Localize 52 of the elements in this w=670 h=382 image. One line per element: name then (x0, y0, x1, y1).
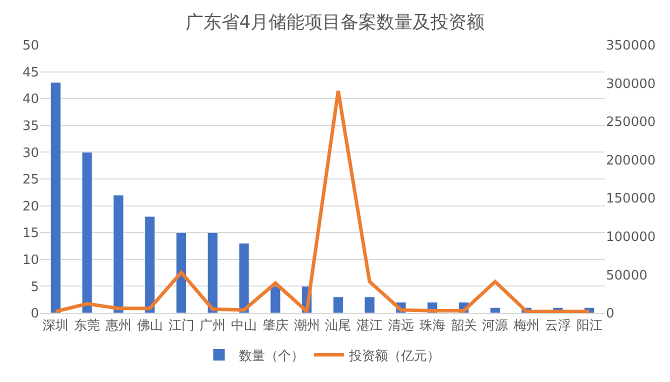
x-tick-label: 佛山 (136, 318, 163, 334)
y-tick-label: 10 (22, 252, 39, 268)
y2-tick-label: 50000 (606, 268, 648, 284)
x-tick-label: 潮州 (294, 318, 320, 334)
x-tick-label: 湛江 (356, 318, 383, 334)
legend-label: 数量（个） (239, 348, 304, 364)
bar (270, 286, 281, 313)
y2-tick-label: 100000 (606, 230, 656, 245)
x-tick-label: 河源 (482, 318, 508, 334)
y-tick-label: 50 (22, 38, 39, 54)
y2-tick-label: 0 (606, 306, 614, 322)
y-tick-label: 20 (22, 199, 39, 214)
x-tick-label: 珠海 (419, 318, 446, 334)
y-tick-label: 40 (22, 92, 39, 108)
bar (82, 152, 92, 313)
y-tick-label: 30 (22, 146, 39, 161)
chart-title: 广东省4月储能项目备案数量及投资额 (185, 12, 485, 33)
y-tick-label: 25 (22, 172, 39, 188)
bar (207, 232, 218, 313)
y2-tick-label: 300000 (606, 76, 656, 92)
legend-label: 投资额（亿元） (348, 348, 440, 364)
y2-tick-label: 250000 (606, 115, 656, 130)
y-tick-label: 0 (30, 306, 39, 322)
bar (50, 82, 61, 313)
x-tick-label: 清远 (388, 318, 414, 334)
x-tick-label: 中山 (231, 318, 258, 334)
bar (176, 232, 187, 313)
x-tick-label: 东莞 (74, 318, 100, 334)
bar (238, 243, 250, 313)
x-tick-label: 韶关 (450, 318, 477, 334)
y2-tick-label: 350000 (606, 38, 656, 54)
x-tick-label: 汕尾 (325, 318, 352, 334)
y2-tick-label: 150000 (606, 192, 656, 207)
x-tick-label: 肇庆 (262, 318, 288, 334)
bar (490, 307, 500, 313)
bar (364, 296, 375, 313)
x-tick-label: 深圳 (42, 318, 69, 334)
x-tick-label: 江门 (168, 318, 194, 334)
bar (144, 216, 156, 313)
x-tick-label: 惠州 (104, 318, 132, 334)
bar (332, 296, 344, 313)
y-tick-label: 15 (22, 226, 39, 242)
x-tick-label: 云浮 (544, 318, 571, 334)
y2-tick-label: 200000 (606, 153, 656, 168)
y-tick-label: 45 (22, 65, 39, 80)
y-tick-label: 5 (30, 280, 39, 295)
y-tick-label: 35 (22, 118, 39, 134)
bar (113, 194, 124, 313)
line-series (54, 89, 592, 313)
x-tick-label: 梅州 (512, 318, 540, 334)
x-tick-label: 阳江 (576, 318, 602, 334)
x-tick-label: 广州 (200, 318, 226, 334)
